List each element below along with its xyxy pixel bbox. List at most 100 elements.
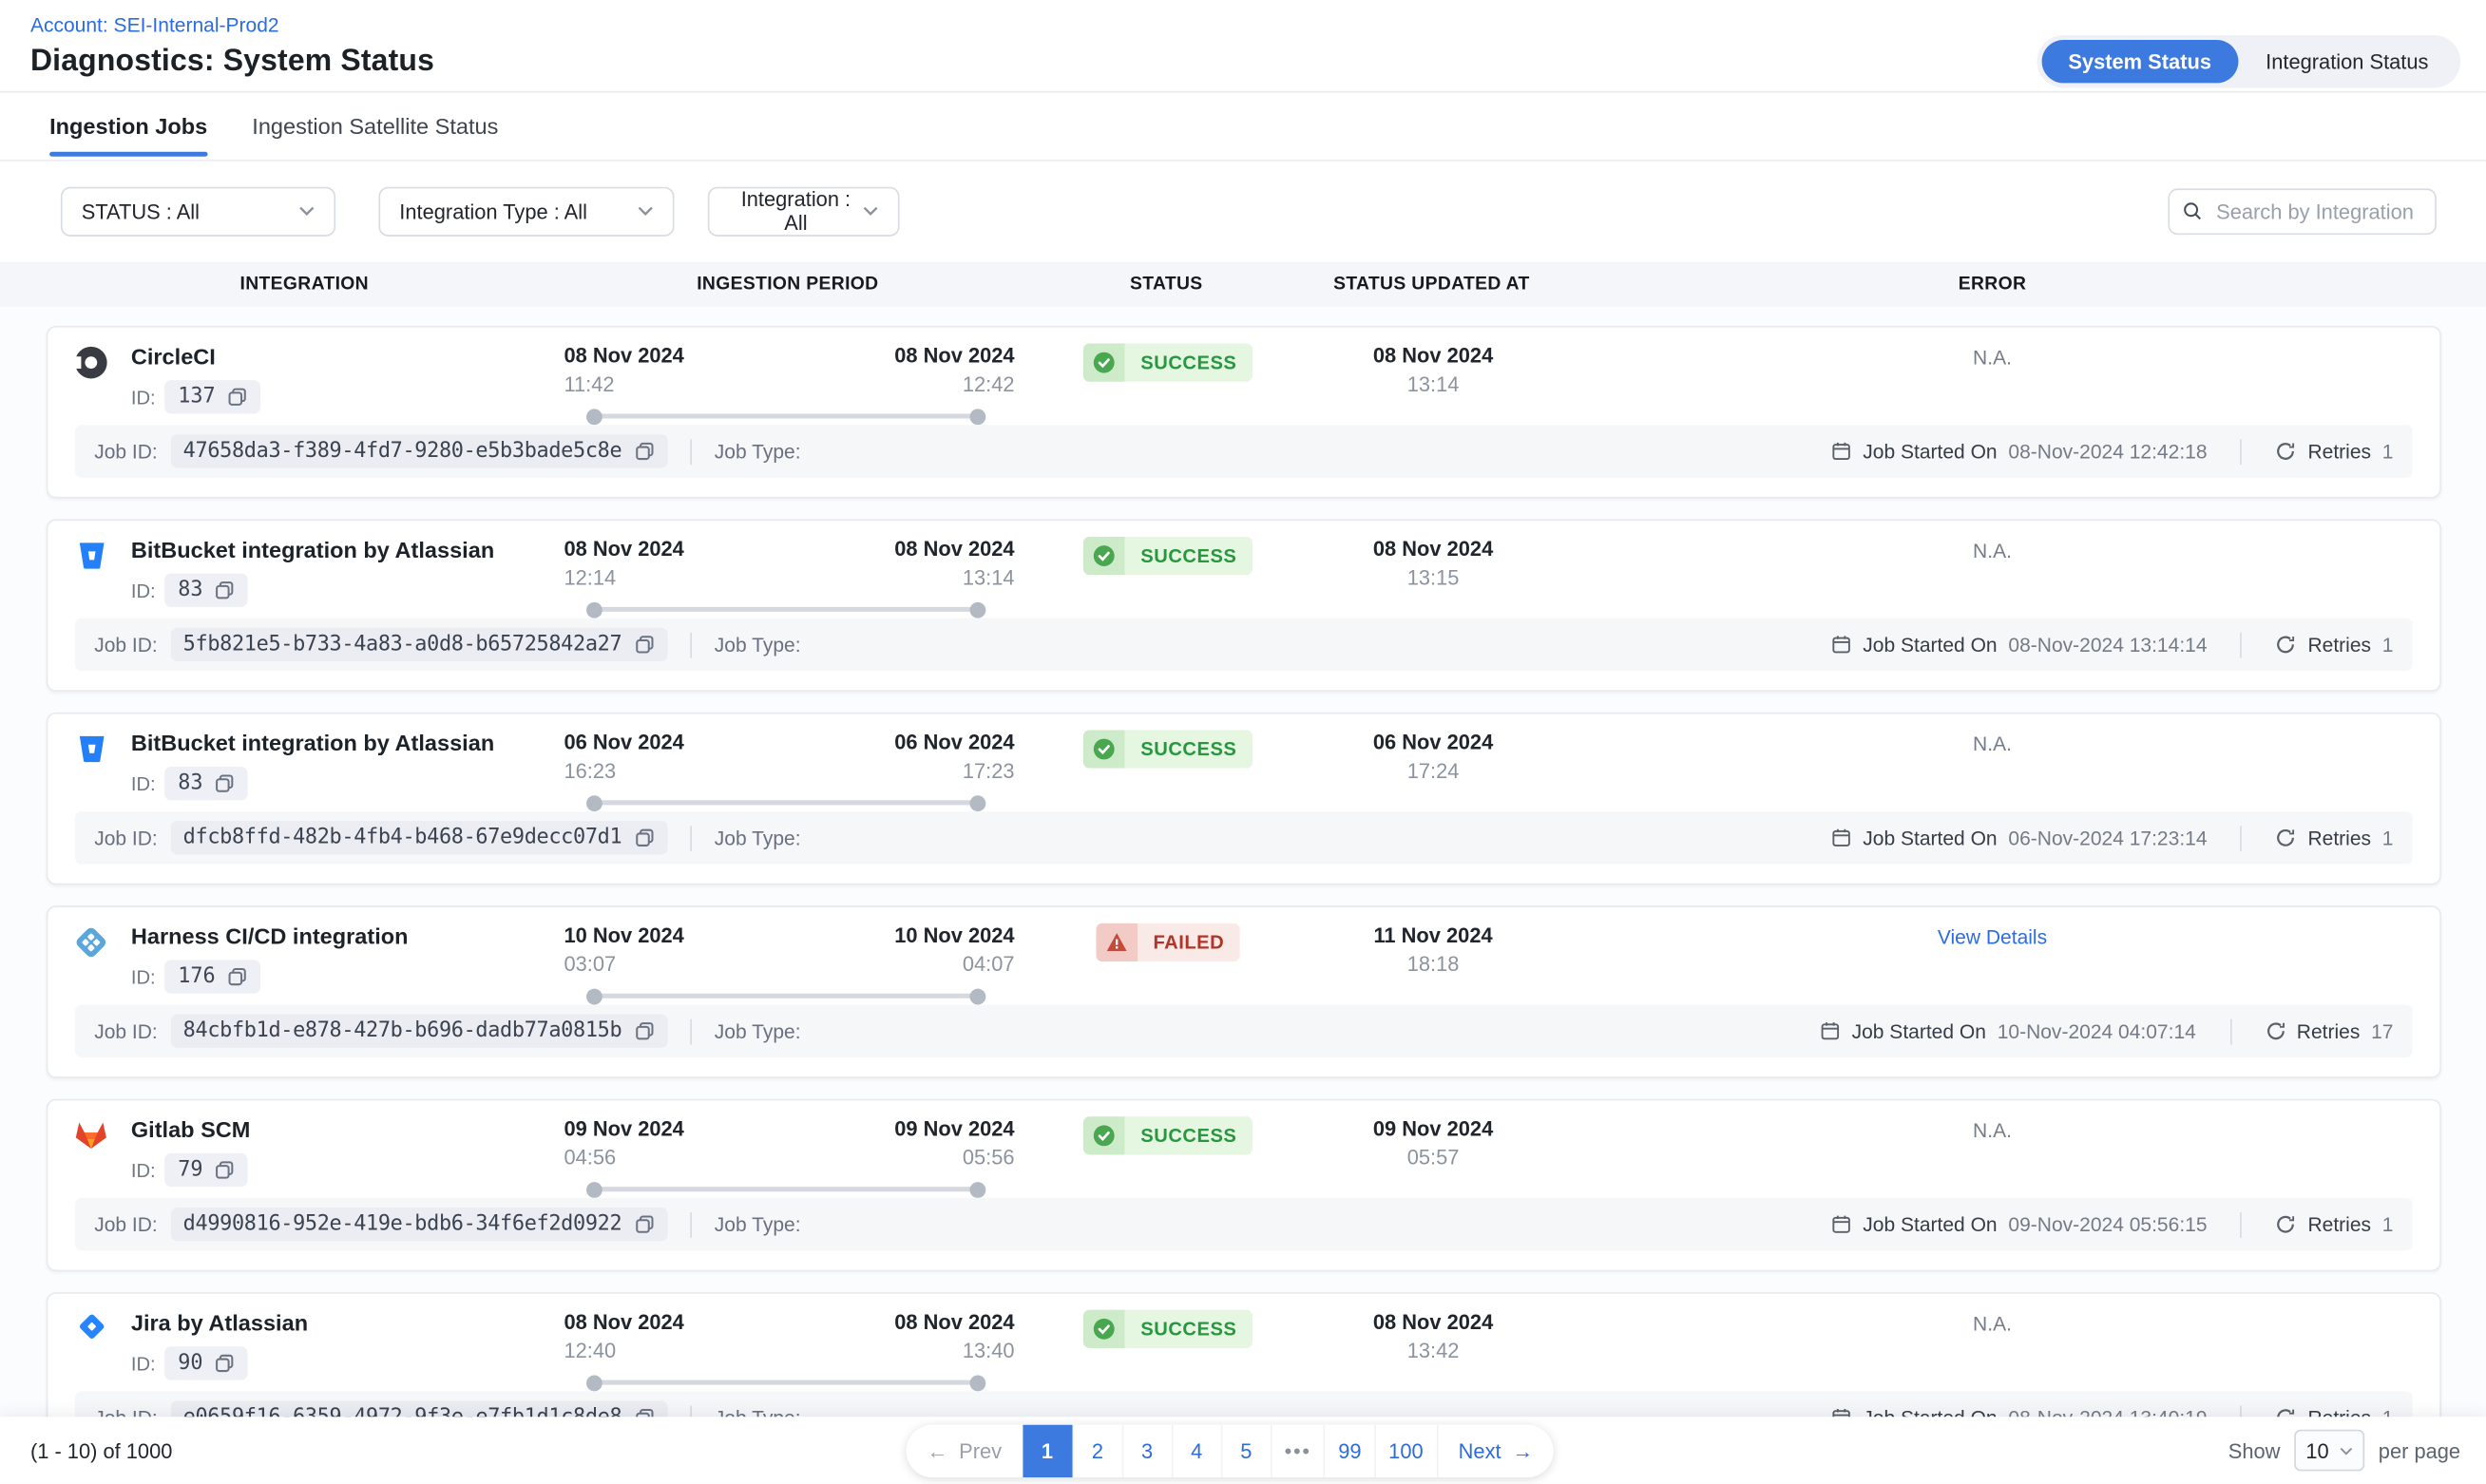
integration-icon — [73, 1116, 108, 1154]
calendar-icon — [1832, 442, 1850, 461]
job-type-label: Job Type: — [714, 440, 801, 463]
period-start-time: 03:07 — [564, 952, 617, 977]
ingestion-job-row: BitBucket integration by Atlassian ID: 8… — [46, 712, 2441, 885]
page-button[interactable]: 4 — [1171, 1423, 1221, 1477]
job-started-on-value: 06-Nov-2024 17:23:14 — [2008, 827, 2208, 849]
copy-icon — [216, 581, 234, 599]
copy-job-id-button[interactable] — [635, 828, 656, 848]
integration-type-filter-dropdown[interactable]: Integration Type : All — [378, 185, 675, 236]
page-button[interactable]: 2 — [1072, 1423, 1122, 1477]
chevron-down-icon — [638, 206, 653, 216]
integration-cell: BitBucket integration by Atlassian ID: 8… — [48, 714, 564, 812]
id-label: ID: — [130, 386, 156, 409]
ingestion-job-row: CircleCI ID: 137 08 Nov — [46, 325, 2441, 499]
retries-label: Retries — [2307, 1212, 2372, 1236]
copy-job-id-button[interactable] — [635, 441, 656, 462]
retries-value: 1 — [2381, 633, 2394, 656]
copy-id-button[interactable] — [214, 1353, 235, 1374]
copy-id-button[interactable] — [214, 580, 235, 600]
job-started-on-label: Job Started On — [1863, 1212, 1998, 1236]
updated-time: 05:57 — [1406, 1145, 1460, 1170]
updated-time: 13:42 — [1406, 1338, 1460, 1363]
page-button[interactable]: 1 — [1022, 1423, 1073, 1477]
page-size-control: Show 10 per page — [2228, 1429, 2461, 1472]
job-id-value: dfcb8ffd-482b-4fb4-b468-67e9decc07d1 — [182, 826, 622, 850]
copy-id-button[interactable] — [226, 966, 247, 987]
search-icon — [2184, 202, 2201, 220]
status-cell: SUCCESS — [1015, 521, 1322, 618]
status-cell: SUCCESS — [1015, 328, 1322, 426]
copy-job-id-button[interactable] — [635, 1214, 656, 1235]
toggle-integration-status[interactable]: Integration Status — [2239, 40, 2456, 83]
id-label: ID: — [130, 965, 156, 988]
period-start-date: 09 Nov 2024 — [564, 1116, 684, 1141]
page-button[interactable]: 5 — [1220, 1423, 1271, 1477]
integration-name: CircleCI — [130, 343, 216, 370]
job-started-on-value: 09-Nov-2024 05:56:15 — [2008, 1212, 2208, 1236]
rows: CircleCI ID: 137 08 Nov — [0, 307, 2486, 1465]
status-badge: SUCCESS — [1082, 730, 1253, 769]
next-page-button[interactable]: Next → — [1436, 1423, 1555, 1477]
status-text: SUCCESS — [1124, 343, 1253, 382]
copy-id-button[interactable] — [214, 773, 235, 794]
job-id-value: 47658da3-f389-4fd7-9280-e5b3bade5c8e — [182, 439, 622, 464]
integration-name: Harness CI/CD integration — [130, 923, 409, 949]
search-input[interactable] — [2212, 197, 2422, 225]
period-start-date: 10 Nov 2024 — [564, 923, 684, 947]
page-size-select[interactable]: 10 — [2294, 1429, 2364, 1472]
check-circle-icon — [1093, 545, 1115, 566]
ingestion-job-row: Harness CI/CD integration ID: 176 — [46, 905, 2441, 1078]
job-id-pill: 5fb821e5-b733-4a83-a0d8-b65725842a27 — [170, 627, 669, 662]
toggle-system-status[interactable]: System Status — [2040, 40, 2239, 84]
prev-page-button[interactable]: ← Prev — [906, 1423, 1023, 1477]
page-button[interactable]: 99 — [1324, 1423, 1375, 1477]
column-header-status-updated-at: STATUS UPDATED AT — [1333, 275, 1530, 295]
integration-filter-label: Integration : All — [740, 186, 851, 236]
period-range-slider — [586, 794, 986, 811]
updated-date: 08 Nov 2024 — [1372, 536, 1494, 561]
page-button[interactable]: 3 — [1121, 1423, 1172, 1477]
check-circle-icon — [1093, 1125, 1115, 1147]
copy-job-id-button[interactable] — [635, 634, 656, 655]
status-updated-cell: 06 Nov 2024 17:24 — [1321, 714, 1544, 812]
gitlab-icon — [75, 1122, 106, 1149]
check-circle-icon — [1093, 738, 1115, 760]
tab-ingestion-satellite-status[interactable]: Ingestion Satellite Status — [252, 113, 499, 140]
integration-filter-dropdown[interactable]: Integration : All — [707, 185, 900, 236]
status-filter-dropdown[interactable]: STATUS : All — [60, 185, 336, 236]
integration-name: Gitlab SCM — [130, 1116, 251, 1143]
divider — [2240, 631, 2243, 657]
copy-icon — [636, 1022, 654, 1040]
account-link[interactable]: Account: SEI-Internal-Prod2 — [29, 14, 279, 37]
job-id-label: Job ID: — [94, 440, 158, 463]
job-id-label: Job ID: — [94, 827, 158, 849]
tab-ingestion-jobs[interactable]: Ingestion Jobs — [49, 93, 207, 161]
copy-id-button[interactable] — [226, 387, 247, 408]
page-button[interactable]: 100 — [1374, 1423, 1437, 1477]
column-header-error: ERROR — [1958, 275, 2027, 295]
refresh-icon — [2277, 636, 2295, 654]
bitbucket-icon — [78, 542, 104, 569]
period-end-date: 06 Nov 2024 — [894, 730, 1015, 754]
warning-triangle-icon — [1106, 933, 1127, 952]
per-page-label: per page — [2378, 1437, 2461, 1463]
integration-icon — [73, 537, 108, 575]
divider — [2240, 438, 2243, 465]
job-type-label: Job Type: — [714, 1019, 801, 1043]
period-end-date: 08 Nov 2024 — [894, 343, 1015, 368]
view-details-link[interactable]: View Details — [1937, 926, 2048, 949]
copy-id-button[interactable] — [214, 1160, 235, 1181]
copy-job-id-button[interactable] — [635, 1020, 656, 1041]
check-circle-icon — [1093, 352, 1115, 373]
integration-id: 79 — [178, 1157, 203, 1183]
error-cell: N.A. — [1545, 714, 2439, 812]
job-detail-strip: Job ID: 47658da3-f389-4fd7-9280-e5b3bade… — [75, 425, 2413, 478]
error-cell-text: N.A. — [1973, 732, 2012, 756]
integration-id-pill: 90 — [164, 1346, 248, 1380]
integration-name: BitBucket integration by Atlassian — [130, 730, 495, 756]
page-ellipsis: ••• — [1270, 1423, 1325, 1477]
status-updated-cell: 08 Nov 2024 13:14 — [1321, 328, 1544, 426]
integration-icon — [73, 923, 108, 961]
job-id-value: 84cbfb1d-e878-427b-b696-dadb77a0815b — [182, 1018, 622, 1043]
status-filter-label: STATUS : All — [81, 199, 201, 223]
